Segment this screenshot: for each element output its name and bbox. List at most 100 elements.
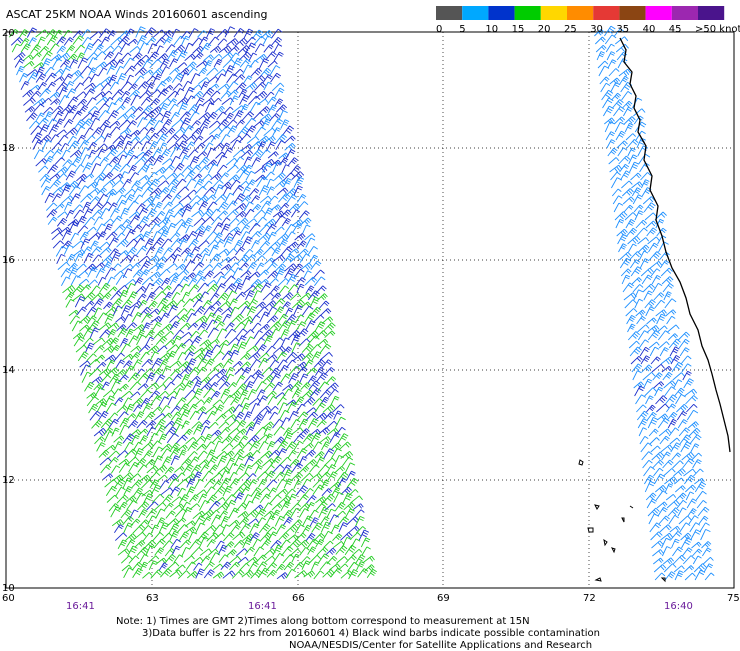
wind-barb (642, 371, 656, 381)
wind-barb (287, 284, 299, 293)
wind-barb (151, 194, 161, 204)
wind-barb (234, 411, 245, 422)
wind-barb (345, 554, 357, 564)
wind-barb (149, 440, 162, 451)
wind-barb (20, 81, 30, 91)
wind-barb (137, 255, 151, 264)
wind-barb (636, 410, 649, 421)
wind-barb (217, 455, 228, 466)
wind-barb (62, 285, 76, 294)
wind-barb (226, 549, 237, 557)
wind-barb (90, 163, 101, 174)
y-tick-label: 16 (2, 255, 15, 266)
wind-barb (53, 29, 64, 40)
wind-barb (314, 321, 326, 332)
wind-barb (140, 96, 152, 106)
wind-barb (298, 210, 310, 220)
wind-barb (125, 328, 135, 338)
wind-barb (644, 212, 657, 221)
wind-barb (150, 106, 162, 114)
wind-barb (338, 441, 352, 451)
wind-barb (72, 74, 84, 83)
wind-barb (174, 299, 185, 308)
wind-barb (334, 416, 346, 428)
wind-barb (681, 363, 692, 373)
wind-barb (180, 154, 190, 165)
wind-barb (40, 177, 52, 188)
wind-barb (84, 127, 94, 137)
wind-barb (96, 187, 108, 195)
wind-barb (188, 284, 200, 294)
wind-barb (269, 65, 281, 76)
wind-barb (132, 186, 144, 197)
wind-barb (647, 236, 660, 245)
wind-barb (147, 51, 160, 61)
wind-barb (215, 368, 227, 376)
wind-barb (88, 403, 99, 414)
wind-barb (261, 410, 272, 421)
wind-barb (109, 120, 121, 128)
wind-barb (250, 67, 263, 77)
wind-barb (172, 329, 185, 340)
wind-barb (355, 526, 367, 534)
wind-barb (617, 233, 628, 245)
wind-barb (253, 248, 264, 257)
wind-barb (350, 495, 363, 504)
wind-barb (283, 561, 295, 571)
wind-barb (241, 275, 252, 286)
wind-barb (110, 465, 121, 474)
wind-barb (660, 444, 674, 453)
wind-barb (232, 185, 244, 196)
wind-barb (301, 478, 312, 489)
wind-barb (626, 315, 636, 325)
wind-barb (257, 395, 268, 406)
wind-barb (149, 58, 162, 69)
wind-barb (272, 161, 282, 173)
wind-barb (93, 298, 104, 308)
wind-barb (165, 172, 178, 181)
wind-barb (287, 157, 299, 166)
wind-barb (208, 500, 221, 511)
wind-barb (61, 229, 73, 241)
wind-barb (188, 278, 198, 287)
legend-swatch (462, 6, 489, 20)
legend-swatch (671, 6, 698, 20)
legend-swatch (645, 6, 672, 20)
wind-barb (106, 65, 116, 75)
wind-barb (295, 277, 306, 287)
wind-barb (111, 89, 124, 99)
wind-barb (174, 88, 185, 98)
wind-barb (653, 292, 665, 301)
wind-barb (86, 396, 99, 407)
wind-barb (107, 30, 117, 39)
wind-barb (160, 405, 171, 414)
wind-barb (635, 219, 648, 229)
wind-barb (69, 59, 79, 69)
wind-barb (236, 472, 250, 482)
wind-barb (120, 555, 133, 564)
wind-barb (48, 43, 60, 53)
wind-barb (212, 142, 225, 151)
wind-barb (27, 37, 37, 47)
wind-barb (164, 214, 176, 226)
wind-barb (236, 341, 248, 353)
wind-barb (647, 330, 661, 341)
wind-barb (46, 35, 58, 46)
wind-barb (31, 132, 43, 143)
wind-barb (184, 389, 197, 399)
wind-barb (208, 464, 219, 473)
wind-barb (183, 260, 196, 271)
wind-barb (276, 524, 287, 534)
wind-barb (142, 493, 154, 504)
wind-barb (169, 486, 181, 497)
wind-barb (161, 412, 173, 421)
wind-barb (223, 450, 235, 458)
wind-barb (638, 427, 647, 437)
wind-barb (325, 382, 339, 392)
wind-barb (10, 37, 24, 46)
wind-barb (273, 436, 285, 445)
wind-barb (198, 112, 212, 121)
wind-barb (300, 217, 312, 226)
wind-barb (139, 474, 151, 482)
wind-barb (322, 569, 335, 578)
